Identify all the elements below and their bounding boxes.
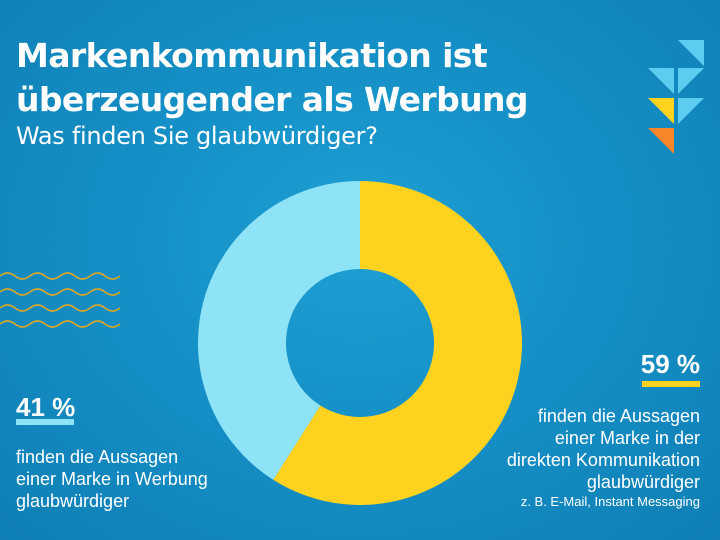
triangle-icon [678,68,704,94]
left-description-line-1: finden die Aussagen [16,447,179,467]
right-percentage: 59 % [640,349,700,379]
right-percentage-underline [642,381,700,387]
triangle-icon [648,128,674,154]
right-description-line-4: glaubwürdiger [586,472,700,492]
left-percentage-underline [16,419,74,425]
chart-title: Markenkommunikation ist überzeugender al… [16,34,529,122]
left-percentage: 41 % [16,392,76,422]
chart-subtitle: Was finden Sie glaubwürdiger? [16,122,378,150]
title-line-1: Markenkommunikation ist [16,36,488,75]
title-line-2: überzeugender als Werbung [16,80,529,119]
triangle-icon [648,68,674,94]
triangle-icon [678,98,704,124]
right-description: finden die Aussagen einer Marke in der d… [460,405,700,493]
right-description-line-3: direkten Kommunikation [506,450,700,470]
triangle-pattern-icon [648,40,704,154]
wave-lines-icon [0,272,121,328]
donut-slice-2 [198,181,360,480]
left-description-line-3: glaubwürdiger [16,491,130,511]
right-description-line-2: einer Marke in der [554,428,700,448]
donut-chart [198,181,523,506]
donut-slice-1 [273,181,523,506]
triangle-icon [648,98,674,124]
left-description-line-2: einer Marke in Werbung [16,469,208,489]
right-description-line-1: finden die Aussagen [537,406,700,426]
right-note: z. B. E-Mail, Instant Messaging [520,494,700,509]
triangle-icon [678,40,704,66]
left-description: finden die Aussagen einer Marke in Werbu… [16,446,236,512]
